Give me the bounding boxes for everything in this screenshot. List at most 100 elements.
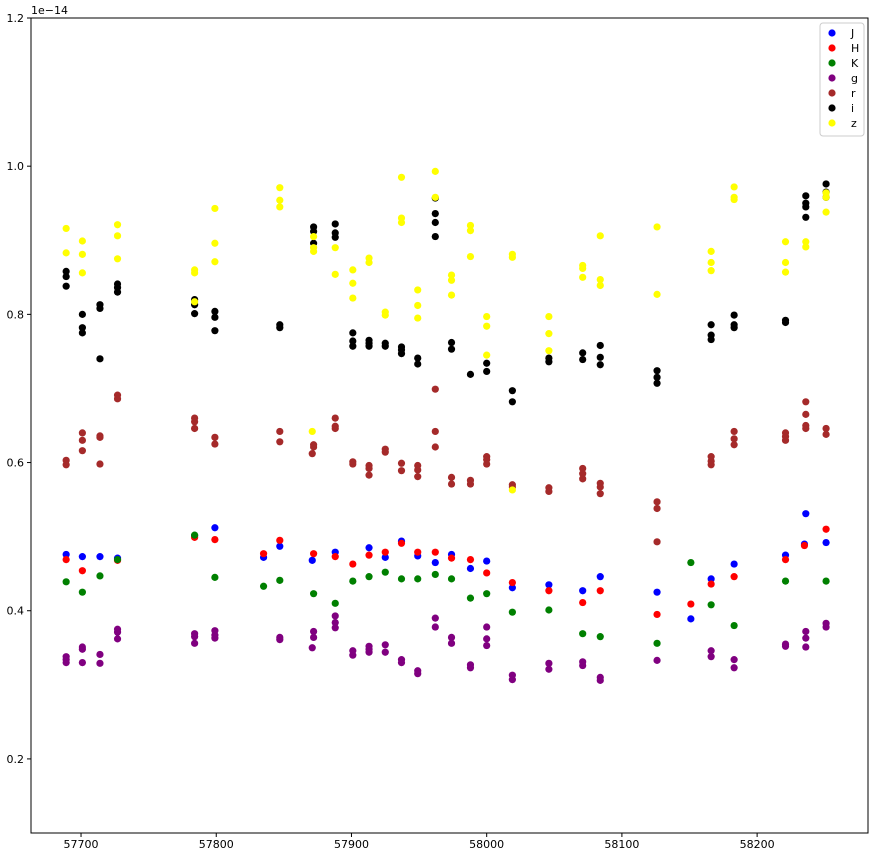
point-r bbox=[483, 460, 491, 468]
point-r bbox=[96, 433, 104, 441]
point-z bbox=[447, 271, 456, 279]
point-H bbox=[62, 556, 70, 564]
point-i bbox=[78, 324, 86, 332]
point-J bbox=[687, 615, 695, 623]
point-K bbox=[447, 575, 456, 583]
point-g bbox=[822, 623, 830, 631]
point-J bbox=[96, 553, 104, 561]
point-i bbox=[596, 341, 604, 350]
point-r bbox=[365, 471, 373, 479]
point-K bbox=[781, 577, 790, 585]
point-r bbox=[211, 433, 219, 441]
point-i bbox=[466, 370, 475, 378]
point-i bbox=[483, 359, 491, 367]
point-i bbox=[365, 342, 373, 350]
point-r bbox=[310, 443, 318, 451]
point-i bbox=[397, 350, 406, 358]
legend-marker-i bbox=[828, 104, 836, 112]
point-i bbox=[653, 367, 661, 375]
point-r bbox=[365, 464, 373, 473]
point-K bbox=[822, 577, 830, 585]
point-i bbox=[211, 313, 219, 321]
point-g bbox=[62, 658, 70, 667]
point-z bbox=[381, 311, 389, 319]
legend-marker-K bbox=[828, 59, 836, 67]
point-z bbox=[707, 247, 715, 255]
point-r bbox=[579, 475, 587, 483]
point-i bbox=[508, 398, 516, 406]
x-tick-label: 57900 bbox=[334, 838, 369, 851]
point-H bbox=[596, 587, 604, 595]
point-i bbox=[545, 358, 553, 366]
point-r bbox=[545, 487, 553, 496]
point-z bbox=[331, 270, 339, 278]
series-K bbox=[62, 531, 830, 647]
point-J bbox=[308, 556, 316, 564]
point-J bbox=[579, 587, 587, 595]
point-i bbox=[508, 387, 516, 395]
point-z bbox=[508, 486, 516, 494]
point-J bbox=[466, 564, 475, 573]
point-i bbox=[96, 355, 104, 363]
y-tick-label: 0.4 bbox=[7, 605, 25, 618]
point-i bbox=[96, 304, 104, 313]
point-g bbox=[381, 641, 389, 649]
point-r bbox=[331, 424, 339, 433]
point-J bbox=[822, 538, 830, 547]
point-z bbox=[781, 258, 790, 267]
point-i bbox=[579, 349, 587, 357]
point-K bbox=[545, 606, 553, 614]
point-z bbox=[653, 290, 661, 298]
point-H bbox=[310, 550, 318, 558]
point-K bbox=[596, 633, 604, 641]
point-i bbox=[78, 310, 86, 318]
point-z bbox=[431, 167, 439, 175]
series-g bbox=[62, 612, 830, 684]
point-J bbox=[508, 584, 516, 592]
y-tick-label: 0.2 bbox=[7, 753, 25, 766]
point-r bbox=[447, 480, 456, 488]
point-J bbox=[730, 560, 738, 568]
point-K bbox=[78, 588, 86, 596]
point-i bbox=[431, 210, 439, 218]
x-tick-label: 58000 bbox=[469, 838, 504, 851]
point-g bbox=[78, 645, 86, 653]
point-z bbox=[431, 193, 439, 201]
point-r bbox=[730, 435, 738, 443]
point-H bbox=[687, 600, 695, 608]
point-z bbox=[414, 301, 422, 310]
point-z bbox=[211, 204, 219, 213]
point-H bbox=[276, 536, 284, 544]
point-z bbox=[596, 232, 604, 240]
point-g bbox=[447, 633, 456, 642]
point-H bbox=[431, 548, 439, 556]
point-K bbox=[62, 578, 70, 586]
point-z bbox=[579, 264, 587, 273]
point-g bbox=[730, 664, 738, 672]
point-z bbox=[397, 173, 406, 181]
point-r bbox=[466, 480, 475, 488]
point-i bbox=[62, 267, 70, 275]
point-g bbox=[802, 627, 810, 636]
legend-label-z: z bbox=[851, 117, 857, 130]
point-r bbox=[397, 459, 406, 467]
y-offset-label: 1e−14 bbox=[31, 4, 68, 17]
point-g bbox=[596, 676, 604, 684]
point-H bbox=[349, 560, 357, 568]
point-r bbox=[191, 418, 199, 426]
point-H bbox=[483, 569, 491, 577]
point-r bbox=[822, 430, 830, 438]
point-g bbox=[431, 623, 439, 631]
point-K bbox=[96, 572, 104, 580]
point-z bbox=[466, 227, 475, 235]
legend-marker-r bbox=[828, 89, 836, 97]
point-g bbox=[331, 624, 339, 632]
point-g bbox=[483, 635, 491, 643]
point-K bbox=[579, 630, 587, 638]
point-K bbox=[331, 599, 339, 607]
point-g bbox=[730, 656, 738, 664]
point-i bbox=[707, 321, 715, 329]
point-r bbox=[579, 464, 587, 473]
